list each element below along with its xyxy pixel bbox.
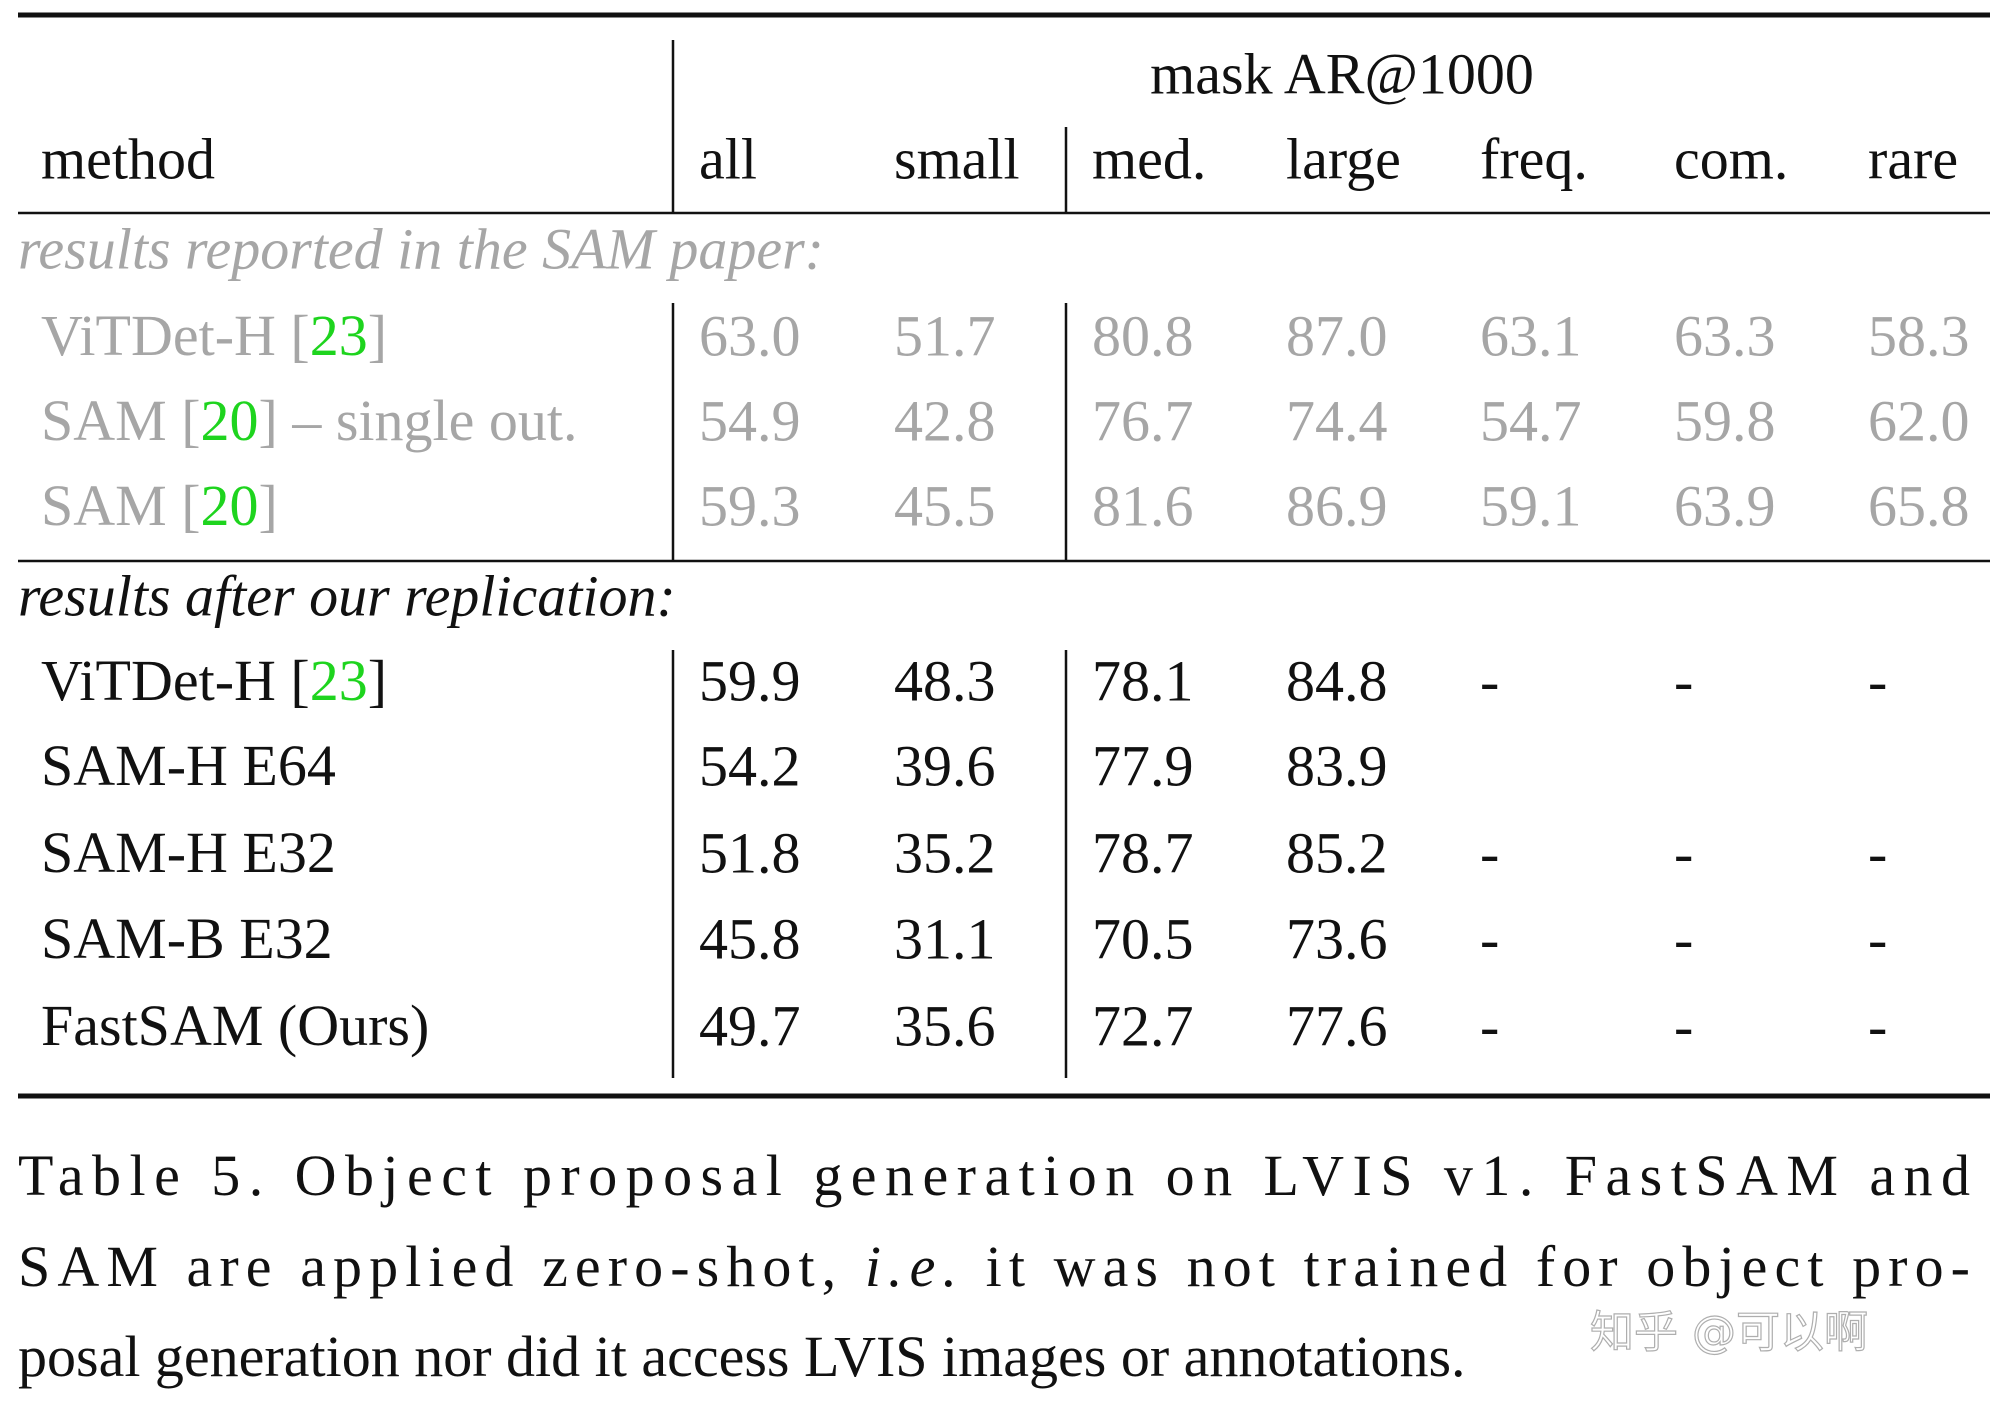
value-cell: 45.8 [699,906,801,971]
value-cell: 78.1 [1092,648,1194,713]
value-cell: 59.1 [1480,473,1582,538]
method-cell: ViTDet-H [23] [41,648,387,713]
value-cell: 78.7 [1092,820,1194,885]
column-header: com. [1674,126,1788,191]
value-cell: 65.8 [1868,473,1970,538]
value-cell: 39.6 [894,733,996,798]
value-cell: 54.7 [1480,388,1582,453]
caption-line: SAM are applied zero-shot, i.e. it was n… [18,1234,1970,1299]
value-cell: 86.9 [1286,473,1388,538]
value-cell: - [1868,820,1887,885]
value-cell: 63.3 [1674,303,1776,368]
method-cell: SAM-H E64 [41,733,336,798]
value-cell: 54.9 [699,388,801,453]
column-header: freq. [1480,126,1588,191]
caption-text: Table 5. Object proposal generation on L… [18,1143,1970,1208]
method-name: SAM [ [41,388,201,453]
value-cell: 72.7 [1092,993,1194,1058]
value-cell: 51.7 [894,303,996,368]
caption-text: SAM are applied zero-shot, [18,1234,858,1299]
caption-text: posal generation nor did it access LVIS … [18,1324,1466,1389]
value-cell: 77.6 [1286,993,1388,1058]
value-cell: 62.0 [1868,388,1970,453]
value-cell: - [1868,993,1887,1058]
value-cell: 48.3 [894,648,996,713]
value-cell: - [1674,906,1693,971]
column-header: small [894,126,1020,191]
value-cell: 84.8 [1286,648,1388,713]
value-cell: 74.4 [1286,388,1388,453]
caption-line: posal generation nor did it access LVIS … [18,1324,1466,1389]
value-cell: 63.1 [1480,303,1582,368]
value-cell: 49.7 [699,993,801,1058]
method-cell: SAM-B E32 [41,906,333,971]
method-cell: SAM [20] [41,473,278,538]
watermark: 知乎 @可以啊 [1590,1307,1868,1358]
method-name: SAM-B E32 [41,906,333,971]
method-name: SAM-H E32 [41,820,336,885]
method-cell: SAM [20] – single out. [41,388,578,453]
method-name: FastSAM (Ours) [41,993,429,1058]
method-name: SAM-H E64 [41,733,336,798]
value-cell: 35.6 [894,993,996,1058]
value-cell: 80.8 [1092,303,1194,368]
section-title: results after our replication: [18,563,676,628]
value-cell: 87.0 [1286,303,1388,368]
value-cell: - [1480,820,1499,885]
method-name: ] [259,473,278,538]
value-cell: 63.9 [1674,473,1776,538]
value-cell: - [1480,993,1499,1058]
value-cell: - [1480,906,1499,971]
value-cell: 42.8 [894,388,996,453]
caption-text: i.e. [865,1234,957,1299]
value-cell: - [1674,993,1693,1058]
citation: 23 [310,648,368,713]
citation: 20 [201,388,259,453]
value-cell: 81.6 [1092,473,1194,538]
value-cell: 58.3 [1868,303,1970,368]
column-header: all [699,126,757,191]
method-name: ViTDet-H [ [41,303,310,368]
method-name: ] [368,303,387,368]
column-header: med. [1092,126,1206,191]
column-header: large [1286,126,1401,191]
method-name: ViTDet-H [ [41,648,310,713]
citation: 23 [310,303,368,368]
value-cell: - [1868,648,1887,713]
value-cell: 59.9 [699,648,801,713]
value-cell: 73.6 [1286,906,1388,971]
caption-text: it was not trained for object pro- [964,1234,1970,1299]
value-cell: 31.1 [894,906,996,971]
value-cell: 59.8 [1674,388,1776,453]
value-cell: - [1674,648,1693,713]
method-cell: FastSAM (Ours) [41,993,429,1058]
caption-line: Table 5. Object proposal generation on L… [18,1143,1970,1208]
value-cell: - [1674,820,1693,885]
section-title: results reported in the SAM paper: [18,216,824,281]
value-cell: 59.3 [699,473,801,538]
method-name: ] – single out. [259,388,578,453]
column-header: method [41,126,215,191]
value-cell: 83.9 [1286,733,1388,798]
citation: 20 [201,473,259,538]
value-cell: 35.2 [894,820,996,885]
value-cell: 51.8 [699,820,801,885]
column-header: rare [1868,126,1958,191]
value-cell: 70.5 [1092,906,1194,971]
value-cell: - [1480,648,1499,713]
value-cell: 45.5 [894,473,996,538]
value-cell: - [1868,906,1887,971]
method-cell: SAM-H E32 [41,820,336,885]
value-cell: 76.7 [1092,388,1194,453]
group-header: mask AR@1000 [1150,41,1534,106]
method-name: ] [368,648,387,713]
value-cell: 77.9 [1092,733,1194,798]
value-cell: 54.2 [699,733,801,798]
value-cell: 85.2 [1286,820,1388,885]
method-cell: ViTDet-H [23] [41,303,387,368]
method-name: SAM [ [41,473,201,538]
value-cell: 63.0 [699,303,801,368]
